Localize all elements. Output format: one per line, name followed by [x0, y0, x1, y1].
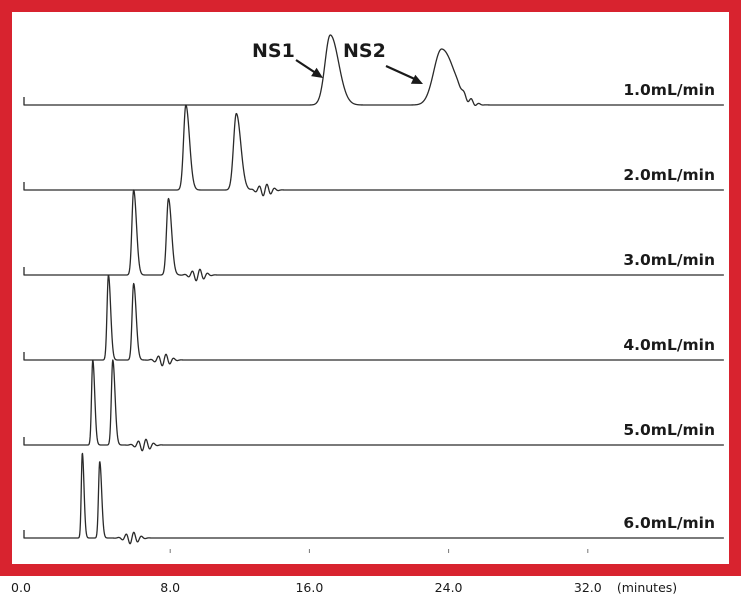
peak-label-ns2: NS2 [343, 40, 386, 62]
x-axis-unit-label: (minutes) [617, 580, 677, 595]
flow-rate-label-6: 6.0mL/min [623, 514, 715, 532]
chromatogram-traces [23, 34, 725, 545]
flow-rate-label-2: 2.0mL/min [623, 166, 715, 184]
flow-rate-labels: 1.0mL/min 2.0mL/min 3.0mL/min 4.0mL/min 5.0m… [623, 81, 715, 532]
x-tick-label-4: 32.0 [574, 580, 602, 595]
x-tick-label-3: 24.0 [435, 580, 463, 595]
trace-4 [23, 274, 725, 367]
peak-annotations: NS1 NS2 [252, 40, 423, 84]
x-tick-label-0: 0.0 [11, 580, 31, 595]
plot-panel [12, 12, 729, 564]
trace-1 [23, 34, 725, 107]
trace-2 [23, 104, 725, 197]
x-axis-tick-labels: 0.0 8.0 16.0 24.0 32.0 [11, 580, 602, 595]
arrowhead-ns2 [410, 74, 423, 84]
trace-3 [23, 189, 725, 282]
x-tick-label-1: 8.0 [160, 580, 180, 595]
x-tick-label-2: 16.0 [295, 580, 323, 595]
flow-rate-label-4: 4.0mL/min [623, 336, 715, 354]
arrowhead-ns1 [311, 67, 323, 78]
flow-rate-label-1: 1.0mL/min [623, 81, 715, 99]
trace-6 [23, 452, 725, 545]
peak-label-ns1: NS1 [252, 40, 295, 62]
arrow-ns2 [385, 64, 419, 82]
flow-rate-label-3: 3.0mL/min [623, 251, 715, 269]
flow-rate-label-5: 5.0mL/min [623, 421, 715, 439]
trace-5 [23, 359, 725, 452]
x-axis-ticks [169, 549, 589, 553]
